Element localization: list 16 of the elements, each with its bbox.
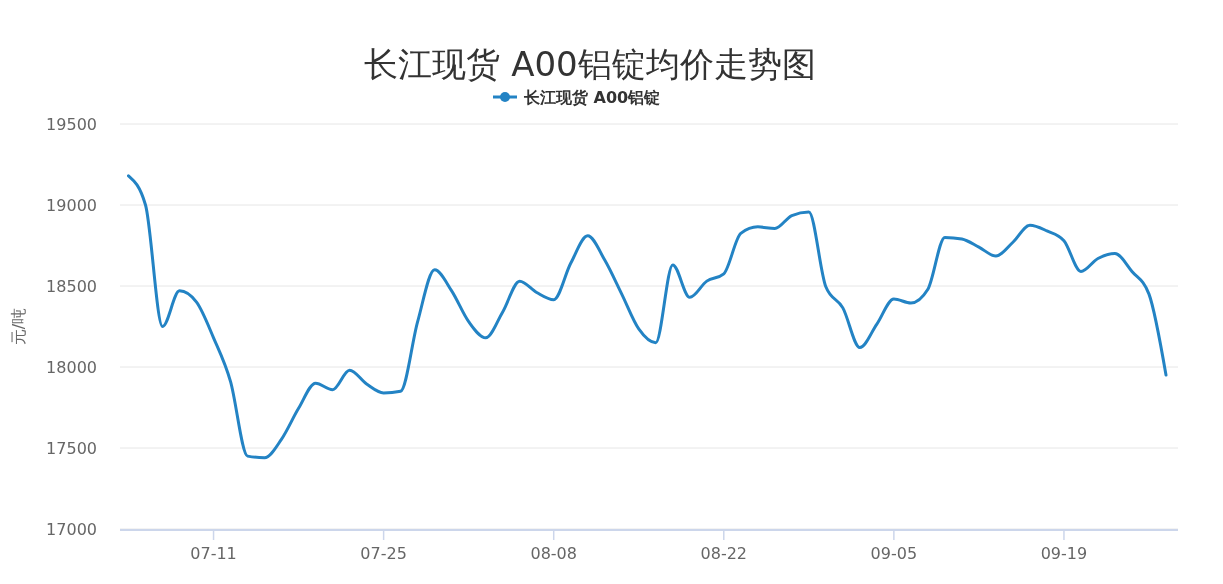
y-axis-title: 元/吨 (9, 307, 28, 346)
x-tick-label: 07-11 (190, 544, 237, 563)
y-tick-label: 18500 (46, 277, 97, 296)
line-series (127, 174, 1168, 460)
y-tick-label: 17000 (46, 520, 97, 539)
chart-title: 长江现货 A00铝锭均价走势图 (364, 44, 816, 84)
x-tick-label: 08-08 (530, 544, 577, 563)
x-tick-label: 07-25 (360, 544, 407, 563)
x-tick-label: 08-22 (700, 544, 748, 563)
y-tick-label: 19500 (46, 115, 97, 134)
legend-label: 长江现货 A00铝锭 (523, 88, 661, 107)
y-tick-label: 18000 (46, 358, 97, 377)
y-tick-label: 17500 (46, 439, 97, 458)
x-tick-label: 09-05 (870, 544, 918, 563)
y-tick-label: 19000 (46, 196, 97, 215)
x-tick-label: 09-19 (1040, 544, 1088, 563)
